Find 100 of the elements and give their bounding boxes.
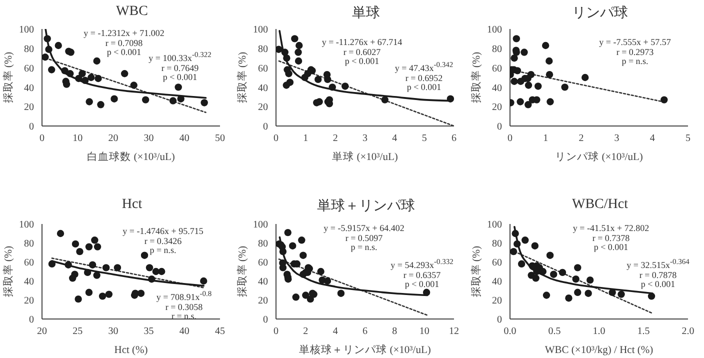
y-tick-label: 60 — [492, 63, 502, 74]
annotation: r = 0.6952 — [405, 72, 443, 82]
x-tick-label: 20 — [37, 326, 47, 338]
annotation: r = 0.7649 — [161, 62, 199, 72]
x-tick-label: 4 — [650, 133, 655, 144]
annotation: r = 0.3426 — [143, 236, 183, 246]
x-axis-title: リンパ球 (×10³/uL) — [555, 150, 644, 163]
x-tick-label: 5 — [686, 133, 690, 144]
annotation: r = n.s. — [170, 311, 198, 322]
y-tick-label: 20 — [492, 296, 502, 307]
y-tick-label: 40 — [24, 276, 34, 288]
annotation: p < 0.001 — [404, 279, 440, 289]
y-tick-label: 20 — [258, 296, 268, 307]
y-tick-label: 0 — [29, 122, 34, 133]
x-tick-label: 4 — [332, 326, 338, 338]
annotation: r = 0.3058 — [164, 302, 204, 312]
y-tick-label: 80 — [258, 238, 268, 250]
x-tick-label: 1.5 — [637, 326, 650, 338]
annotation: y = 54.293x$^{-0.332}$ — [390, 257, 454, 270]
annotation: p < 0.001 — [406, 82, 442, 92]
annotation: r = 0.7098 — [104, 38, 144, 48]
x-tick-label: 30 — [144, 133, 154, 144]
y-tick-label: 60 — [492, 258, 502, 269]
x-tick-label: 2.0 — [682, 326, 694, 338]
y-axis-title: 採取率 (%) — [236, 51, 249, 104]
y-tick-label: 100 — [253, 24, 268, 36]
y-tick-label: 60 — [24, 63, 34, 74]
annotation: y = 47.43x$^{-0.342}$ — [394, 60, 454, 73]
annotation: y = -1.4746x + 95.715 — [122, 226, 204, 236]
y-tick-label: 40 — [492, 82, 502, 94]
y-tick-label: 80 — [258, 44, 268, 55]
x-tick-label: 6 — [452, 133, 456, 144]
x-axis-title: 単核球＋リンパ球 (×10³/uL) — [299, 343, 432, 356]
annotation: r = 0.5097 — [344, 232, 384, 243]
annotation: y = -41.51x + 72.802 — [572, 223, 650, 234]
annotation: r = 0.6357 — [403, 270, 441, 280]
x-axis-title: 単球 (×10³/uL) — [332, 150, 398, 163]
y-tick-label: 40 — [258, 276, 268, 288]
annotation: p = n.s. — [148, 245, 178, 256]
x-tick-label: 10 — [72, 133, 83, 144]
x-tick-label: 0 — [40, 133, 44, 144]
x-tick-label: 1 — [303, 133, 308, 144]
y-axis-title: 採取率 (%) — [236, 245, 249, 298]
y-tick-label: 60 — [258, 258, 268, 269]
y-tick-label: 40 — [492, 276, 502, 288]
annotation: p < 0.001 — [162, 72, 198, 82]
y-tick-label: 0 — [263, 314, 268, 326]
y-tick-label: 80 — [24, 238, 34, 250]
y-tick-label: 20 — [258, 102, 268, 114]
x-axis-title: WBC (×10³/kg) / Hct (%) — [544, 345, 654, 356]
x-tick-label: 10 — [419, 326, 430, 338]
y-tick-label: 60 — [24, 258, 34, 269]
annotation: r = 0.7378 — [591, 232, 631, 243]
x-tick-label: 1.0 — [592, 326, 606, 338]
x-tick-label: 4 — [392, 133, 398, 144]
x-tick-label: 3 — [614, 133, 620, 144]
x-tick-label: 0.0 — [504, 326, 516, 338]
y-tick-label: 60 — [258, 63, 268, 74]
y-tick-label: 20 — [24, 296, 34, 307]
y-axis-title: 採取率 (%) — [470, 245, 483, 298]
annotation: p = n.s. — [350, 242, 378, 252]
y-tick-label: 0 — [29, 314, 34, 326]
annotation: y = -1.2312x + 71.002 — [82, 28, 166, 38]
x-tick-label: 35 — [144, 326, 154, 338]
y-tick-label: 100 — [487, 24, 502, 36]
y-axis-title: 採取率 (%) — [2, 51, 15, 104]
y-tick-label: 80 — [492, 238, 502, 250]
x-tick-label: 0 — [274, 133, 278, 144]
y-tick-label: 80 — [24, 44, 34, 55]
annotation: r = 0.6027 — [342, 46, 382, 57]
annotation: p = n.s. — [620, 56, 650, 66]
x-tick-label: 1 — [543, 133, 548, 144]
annotation: p < 0.001 — [344, 56, 380, 66]
chart-title: 単球 — [351, 4, 381, 22]
annotation: y = -5.9157x + 64.402 — [322, 223, 406, 234]
x-axis-title: 白血球数 (×10³/uL) — [87, 150, 176, 163]
x-tick-label: 6 — [362, 326, 368, 338]
annotation: y = 32.515x$^{-0.364}$ — [626, 257, 690, 270]
x-tick-label: 5 — [422, 133, 427, 144]
x-tick-label: 0.5 — [548, 326, 561, 338]
y-tick-label: 100 — [19, 220, 34, 231]
x-tick-label: 20 — [108, 133, 118, 144]
y-axis-title: 採取率 (%) — [470, 51, 483, 104]
x-tick-label: 40 — [179, 326, 190, 338]
y-axis-title: 採取率 (%) — [2, 245, 15, 298]
x-tick-label: 25 — [72, 326, 83, 338]
x-tick-label: 2 — [303, 326, 308, 338]
y-tick-label: 80 — [492, 44, 502, 55]
chart-title: WBC — [115, 4, 149, 20]
x-tick-label: 0 — [508, 133, 512, 144]
x-tick-label: 2 — [578, 133, 584, 144]
x-tick-label: 8 — [392, 326, 398, 338]
x-tick-label: 2 — [332, 133, 338, 144]
annotation: p < 0.001 — [106, 47, 142, 57]
chart-title: 単球＋リンパ球 — [316, 198, 416, 215]
annotation: y = -7.555x + 57.57 — [598, 37, 672, 48]
annotation: r = 0.7878 — [638, 270, 678, 280]
x-tick-label: 40 — [179, 133, 190, 144]
x-tick-label: 45 — [215, 326, 225, 338]
y-tick-label: 0 — [263, 122, 268, 133]
